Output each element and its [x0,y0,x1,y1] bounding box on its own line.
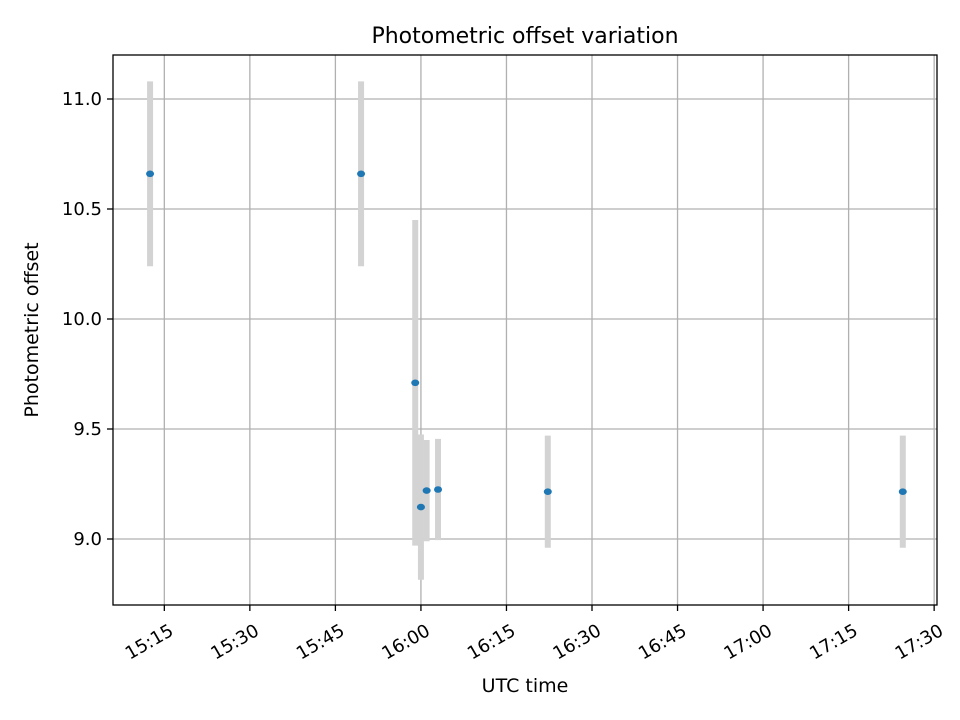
data-point [411,379,420,387]
data-point [543,488,552,496]
x-tick-label: 15:15 [122,620,177,664]
x-tick-label: 17:15 [806,620,861,664]
grid [113,55,937,605]
plot-frame [112,54,938,606]
y-tick-label: 9.0 [73,529,102,550]
y-tick-label: 9.5 [73,419,102,440]
x-tick-label: 16:15 [464,620,519,664]
x-tick-label: 16:30 [549,620,604,664]
data-point [422,487,431,494]
y-tick-label: 10.5 [62,199,102,220]
error-bars [147,81,906,580]
data-point [434,486,443,493]
data-points [146,170,907,511]
data-point [357,170,366,178]
x-tick-label: 16:00 [378,620,433,664]
y-tick-label: 11.0 [62,89,102,110]
x-tick-label: 15:45 [293,620,348,664]
x-axis-label: UTC time [482,675,569,697]
x-tick-label: 16:45 [635,620,690,664]
x-tick-label: 15:30 [207,620,262,664]
x-tick-label: 17:30 [892,620,947,664]
data-point [146,170,155,178]
y-tick-label: 10.0 [62,309,102,330]
data-point [416,503,425,511]
x-tick-label: 17:00 [721,620,776,664]
data-point [898,488,907,496]
chart-title: Photometric offset variation [371,24,678,49]
ticks: 15:15 15:30 15:45 16:00 16:15 16:30 16:45 17:00… [62,89,947,664]
y-axis-label: Photometric offset [21,242,43,417]
